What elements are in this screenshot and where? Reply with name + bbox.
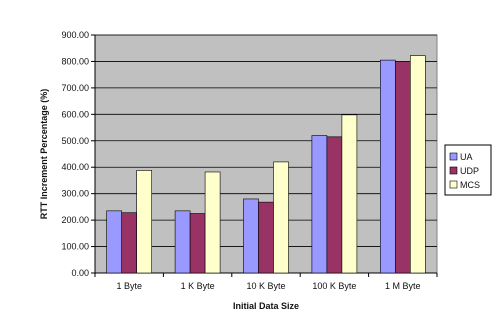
x-tick-label: 1 K Byte <box>181 281 215 291</box>
y-axis-title: RTT Increment Percentage (%) <box>39 89 49 220</box>
y-tick-label: 100.00 <box>61 242 89 252</box>
bar-ua-3 <box>311 135 328 274</box>
legend-swatch-mcs <box>449 180 458 189</box>
legend-label-mcs: MCS <box>460 180 480 190</box>
y-tick-label: 200.00 <box>61 215 89 225</box>
x-axis-title: Initial Data Size <box>233 301 299 311</box>
chart-frame: 0.00 100.00 200.00 300.00 400.00 500.00 600.00… <box>5 5 492 322</box>
bar-chart: 0.00 100.00 200.00 300.00 400.00 500.00 600.00… <box>39 30 492 311</box>
bar-udp-0 <box>121 212 137 274</box>
y-tick-label: 900.00 <box>61 30 89 40</box>
legend-label-ua: UA <box>460 152 473 162</box>
bar-mcs-4 <box>409 55 426 274</box>
y-tick-label: 0.00 <box>71 268 89 278</box>
bar-ua-2 <box>243 198 259 274</box>
bar-ua-4 <box>379 59 396 274</box>
x-tick-label: 10 K Byte <box>246 281 285 291</box>
bar-udp-3 <box>326 136 343 274</box>
y-tick-label: 300.00 <box>61 189 89 199</box>
x-tick-label: 1 Byte <box>116 281 142 291</box>
bar-mcs-0 <box>136 170 152 274</box>
x-tick-label: 100 K Byte <box>312 281 356 291</box>
x-tick-label: 1 M Byte <box>385 281 421 291</box>
legend-swatch-udp <box>449 166 458 175</box>
y-tick-label: 500.00 <box>61 136 89 146</box>
bar-udp-2 <box>258 201 274 274</box>
y-tick-label: 800.00 <box>61 56 89 66</box>
bar-ua-1 <box>174 210 191 274</box>
y-tick-label: 600.00 <box>61 109 89 119</box>
bar-udp-4 <box>394 61 411 274</box>
bar-udp-1 <box>189 213 206 274</box>
y-tick-label: 700.00 <box>61 83 89 93</box>
bar-mcs-2 <box>273 161 289 274</box>
y-tick-label: 400.00 <box>61 162 89 172</box>
legend-swatch-ua <box>449 152 458 161</box>
bar-mcs-1 <box>204 171 221 274</box>
legend-label-udp: UDP <box>460 166 479 176</box>
bar-ua-0 <box>106 210 122 274</box>
bar-mcs-3 <box>341 114 358 274</box>
